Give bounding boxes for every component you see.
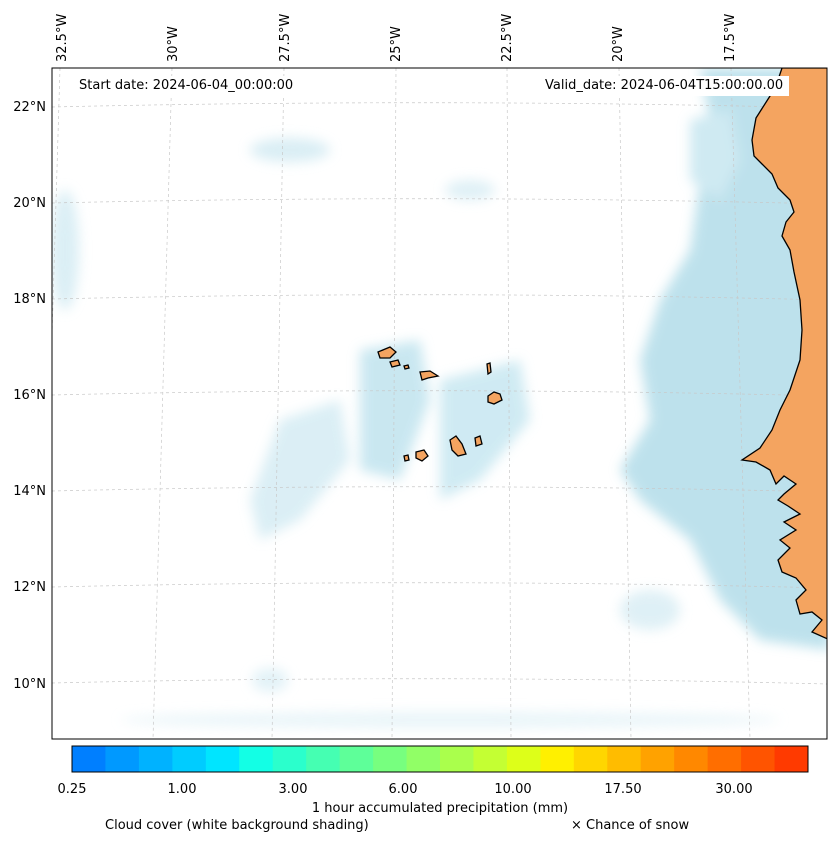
map-frame	[51, 67, 828, 740]
colorbar-segment	[239, 746, 274, 772]
sw-cloud-streak	[250, 400, 350, 540]
colorbar-segment	[674, 746, 709, 772]
colorbar-segment	[473, 746, 508, 772]
colorbar-segment	[573, 746, 608, 772]
island-sao-nicolau	[419, 370, 440, 381]
lon-label: 20°W	[611, 26, 626, 62]
colorbar-segment	[339, 746, 374, 772]
island-sal	[486, 362, 492, 376]
cloud-patch	[445, 180, 495, 200]
colorbar-segment	[105, 746, 140, 772]
longitude-labels: 32.5°W 30°W 27.5°W 25°W 22.5°W 20°W 17.5…	[55, 14, 738, 62]
colorbar-segment	[172, 746, 207, 772]
lon-label: 22.5°W	[500, 14, 515, 62]
colorbar-segment	[373, 746, 408, 772]
graticule	[52, 68, 827, 739]
colorbar-segment	[72, 746, 106, 772]
northern-cloud-streak	[690, 110, 740, 200]
colorbar-segment	[540, 746, 575, 772]
colorbar-segment	[607, 746, 642, 772]
colorbar-segment	[306, 746, 341, 772]
island-brava	[403, 454, 410, 462]
island-maio	[474, 435, 483, 447]
colorbar-title: 1 hour accumulated precipitation (mm)	[311, 801, 569, 816]
colorbar-tick-label: 6.00	[388, 782, 418, 797]
lat-label: 18°N	[13, 292, 46, 307]
colorbar-segment	[138, 746, 173, 772]
island-santa-luzia	[403, 364, 410, 370]
island-cloud-streak-2	[440, 360, 530, 500]
start-date: Start date: 2024-06-04_00:00:00	[73, 76, 300, 96]
cloud-patch	[250, 138, 330, 162]
lon-label: 30°W	[166, 26, 181, 62]
colorbar-tick-label: 10.00	[494, 782, 532, 797]
colorbar-frame	[71, 745, 809, 773]
lat-label: 14°N	[13, 484, 46, 499]
lat-label: 20°N	[13, 196, 46, 211]
valid-date: Valid_date: 2024-06-04T15:00:00.00	[539, 76, 790, 96]
island-boa-vista	[487, 391, 503, 405]
colorbar-segment	[272, 746, 307, 772]
lon-label: 25°W	[389, 26, 404, 62]
cloud-patch	[120, 712, 780, 728]
colorbar-segment	[741, 746, 776, 772]
coastal-cloud-band	[620, 68, 827, 650]
lat-label: 10°N	[13, 677, 46, 692]
lat-label: 12°N	[13, 580, 46, 595]
precipitation-colorbar	[72, 746, 809, 772]
cloud-cover-shading	[52, 68, 827, 728]
colorbar-segment	[440, 746, 474, 772]
colorbar-tick-label: 3.00	[278, 782, 308, 797]
lon-label: 17.5°W	[723, 14, 738, 62]
africa-coastline	[740, 68, 827, 640]
colorbar-tick-label: 17.50	[604, 782, 642, 797]
colorbar-segment	[640, 746, 675, 772]
colorbar-tick-label: 30.00	[715, 782, 753, 797]
island-fogo	[415, 449, 429, 462]
lon-label: 27.5°W	[278, 14, 293, 62]
island-sao-vicente	[389, 359, 401, 368]
snow-legend-caption: × Chance of snow	[571, 818, 690, 833]
island-cloud-streak-1	[360, 340, 430, 480]
cloud-patch	[252, 668, 288, 692]
colorbar-segment	[506, 746, 541, 772]
cloud-cover-caption: Cloud cover (white background shading)	[105, 818, 369, 833]
colorbar-segment	[707, 746, 742, 772]
colorbar-segment	[406, 746, 441, 772]
cloud-patch	[52, 190, 79, 310]
island-santo-antao	[377, 346, 397, 359]
lon-label: 32.5°W	[55, 14, 70, 62]
cloud-patch	[620, 590, 680, 630]
latitude-labels: 22°N 20°N 18°N 16°N 14°N 12°N 10°N	[13, 100, 46, 692]
colorbar-segment	[205, 746, 240, 772]
lat-label: 22°N	[13, 100, 46, 115]
colorbar-segment	[774, 746, 809, 772]
land-areas	[377, 68, 827, 640]
colorbar-tick-label: 0.25	[57, 782, 87, 797]
island-santiago	[449, 435, 467, 457]
lat-label: 16°N	[13, 388, 46, 403]
colorbar-tick-label: 1.00	[167, 782, 197, 797]
